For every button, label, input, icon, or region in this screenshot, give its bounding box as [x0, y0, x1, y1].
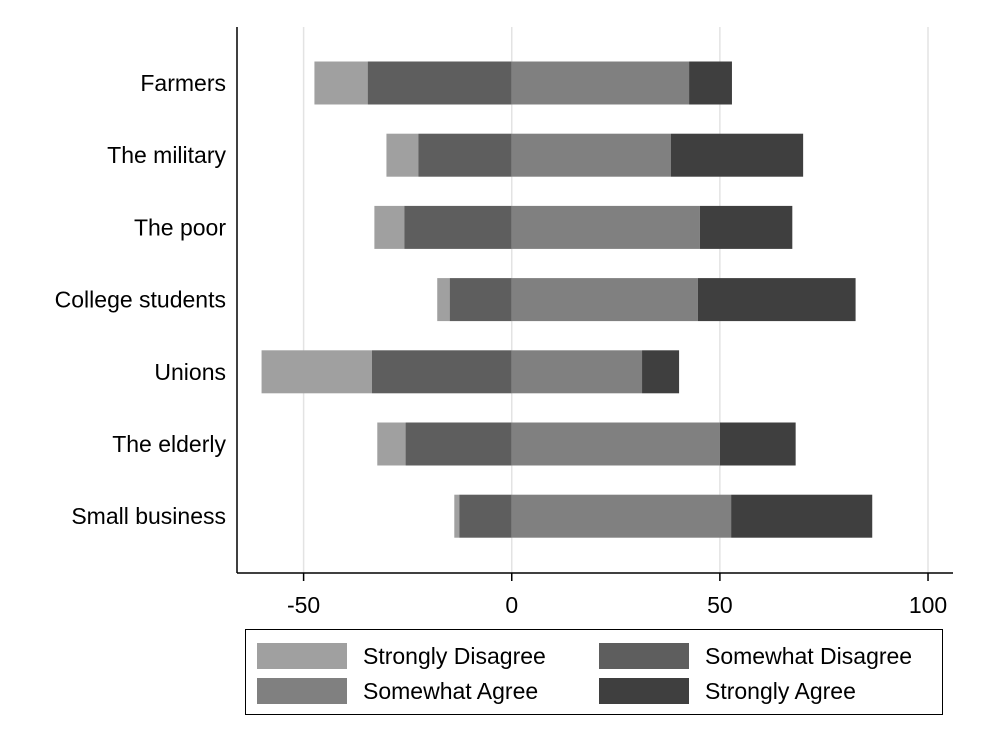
bar-segment [511, 494, 732, 538]
bar-segment [511, 133, 671, 177]
legend-label: Strongly Disagree [363, 642, 546, 669]
y-tick-label: Farmers [140, 70, 226, 96]
bar-segment [689, 61, 732, 105]
bar-segment [367, 61, 512, 105]
bar-segment [405, 422, 512, 466]
bar-segment [697, 278, 856, 322]
x-tick-label: 100 [909, 592, 947, 618]
legend-label: Strongly Agree [705, 677, 856, 704]
bar-segment [511, 350, 643, 394]
bar-segment [371, 350, 512, 394]
y-tick-label: The military [107, 142, 226, 168]
x-tick-label: 0 [505, 592, 518, 618]
legend-item-strongly-disagree: Strongly Disagree [257, 643, 546, 669]
y-tick-label: The poor [134, 214, 226, 240]
y-tick-label: Unions [154, 359, 226, 385]
y-tick-label: Small business [71, 503, 226, 529]
bar-segment [404, 205, 512, 249]
bar-segment [377, 422, 406, 466]
legend-swatch [257, 678, 347, 704]
legend-item-strongly-agree: Strongly Agree [599, 678, 856, 704]
y-tick-label: The elderly [112, 431, 226, 457]
bar-segment [386, 133, 419, 177]
y-tick-label: College students [55, 287, 226, 313]
x-tick-labels: -50 0 50 100 [287, 592, 947, 618]
legend-item-somewhat-agree: Somewhat Agree [257, 678, 538, 704]
y-tick-labels: Farmers The military The poor College stude… [55, 70, 227, 529]
bar-segment [459, 494, 512, 538]
legend-swatch [599, 643, 689, 669]
bar-segment [511, 61, 690, 105]
legend-item-somewhat-disagree: Somewhat Disagree [599, 643, 912, 669]
bar-segment [418, 133, 512, 177]
bar-segment [699, 205, 793, 249]
legend-label: Somewhat Agree [363, 677, 539, 704]
bar-segment [642, 350, 680, 394]
legend: Strongly Disagree Somewhat Disagree Some… [245, 629, 943, 715]
bar-segment [454, 494, 460, 538]
axes [236, 27, 953, 581]
bar-segment [511, 205, 700, 249]
bar-segment [261, 350, 372, 394]
bar-segment [449, 278, 512, 322]
x-tick-label: -50 [287, 592, 320, 618]
bar-segment [437, 278, 450, 322]
x-tick-label: 50 [707, 592, 733, 618]
legend-swatch [599, 678, 689, 704]
bar-segment [511, 422, 720, 466]
bar-segment [511, 278, 698, 322]
legend-swatch [257, 643, 347, 669]
bar-segment [719, 422, 796, 466]
legend-label: Somewhat Disagree [705, 642, 913, 669]
bar-segment [670, 133, 804, 177]
bars [261, 61, 873, 538]
bar-segment [374, 205, 405, 249]
bar-segment [731, 494, 873, 538]
bar-segment [314, 61, 368, 105]
